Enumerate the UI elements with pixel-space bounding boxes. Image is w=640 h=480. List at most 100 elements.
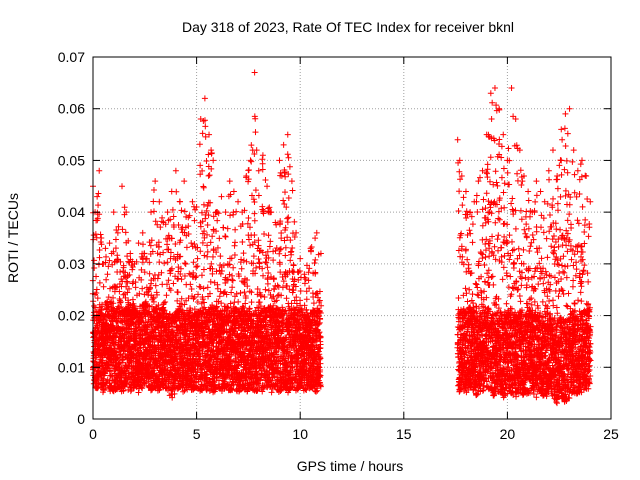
data-point — [248, 142, 255, 149]
data-point — [235, 298, 242, 305]
data-point — [201, 252, 208, 259]
data-point — [107, 342, 114, 349]
data-point — [115, 223, 122, 230]
data-point — [208, 149, 215, 156]
data-point — [197, 284, 204, 291]
data-point — [301, 280, 308, 287]
data-point — [126, 384, 133, 391]
data-point — [133, 335, 140, 342]
data-point — [146, 303, 153, 310]
data-point — [169, 206, 176, 213]
data-point — [97, 231, 104, 238]
data-point — [251, 217, 258, 224]
data-point — [107, 285, 114, 292]
data-point — [206, 172, 213, 179]
data-point — [117, 352, 124, 359]
data-point — [139, 285, 146, 292]
data-point — [237, 290, 244, 297]
data-point — [112, 245, 119, 252]
data-point — [146, 259, 153, 266]
data-point — [118, 304, 125, 311]
data-point — [205, 172, 212, 179]
data-point — [214, 285, 221, 292]
data-point — [201, 117, 208, 124]
data-point — [129, 296, 136, 303]
data-point — [282, 189, 289, 196]
data-point — [279, 284, 286, 291]
data-point — [119, 226, 126, 233]
data-point — [144, 324, 151, 331]
data-point — [222, 280, 229, 287]
data-point — [159, 214, 166, 221]
data-point — [288, 248, 295, 255]
data-point — [248, 299, 255, 306]
data-point — [103, 253, 110, 260]
data-point — [110, 300, 117, 307]
data-point — [224, 225, 231, 232]
data-point — [250, 253, 257, 260]
data-point — [150, 208, 157, 215]
data-point — [147, 242, 154, 249]
data-point — [139, 241, 146, 248]
data-point — [222, 233, 229, 240]
data-point — [232, 226, 239, 233]
data-point — [96, 279, 103, 286]
data-point — [188, 240, 195, 247]
data-point — [251, 232, 258, 239]
data-point — [208, 260, 215, 267]
data-point — [132, 305, 139, 312]
data-point — [110, 294, 117, 301]
data-point — [181, 260, 188, 267]
data-point — [204, 284, 211, 291]
data-point — [200, 266, 207, 273]
data-point — [252, 187, 259, 194]
data-point — [93, 286, 100, 293]
data-point — [138, 276, 145, 283]
data-point — [106, 257, 113, 264]
data-point — [138, 384, 145, 391]
data-point — [230, 264, 237, 271]
data-point — [183, 244, 190, 251]
data-point — [268, 389, 275, 396]
data-point — [232, 239, 239, 246]
data-point — [149, 248, 156, 255]
data-point — [105, 294, 112, 301]
data-point — [264, 280, 271, 287]
data-point — [297, 297, 304, 304]
data-point — [150, 294, 157, 301]
data-point — [287, 257, 294, 264]
data-point — [117, 269, 124, 276]
data-point — [284, 215, 291, 222]
data-point — [163, 292, 170, 299]
data-point — [91, 264, 98, 271]
data-point — [227, 212, 234, 219]
data-point — [181, 208, 188, 215]
data-point — [141, 250, 148, 257]
data-point — [99, 357, 106, 364]
data-point — [124, 253, 131, 260]
data-point — [287, 237, 294, 244]
data-point — [103, 276, 110, 283]
data-point — [139, 315, 146, 322]
data-point — [207, 278, 214, 285]
data-point — [278, 230, 285, 237]
grid-lines — [93, 57, 611, 419]
data-point — [204, 253, 211, 260]
data-point — [122, 379, 129, 386]
data-point — [113, 349, 120, 356]
data-point — [222, 233, 229, 240]
data-point — [248, 158, 255, 165]
data-point — [124, 289, 131, 296]
data-point — [148, 237, 155, 244]
data-point — [96, 254, 103, 261]
data-point — [170, 213, 177, 220]
data-point — [117, 258, 124, 265]
data-point — [261, 231, 268, 238]
data-point — [207, 239, 214, 246]
data-point — [259, 160, 266, 167]
data-point — [285, 154, 292, 161]
data-point — [303, 296, 310, 303]
data-point — [265, 269, 272, 276]
data-point — [121, 204, 128, 211]
data-point — [107, 299, 114, 306]
